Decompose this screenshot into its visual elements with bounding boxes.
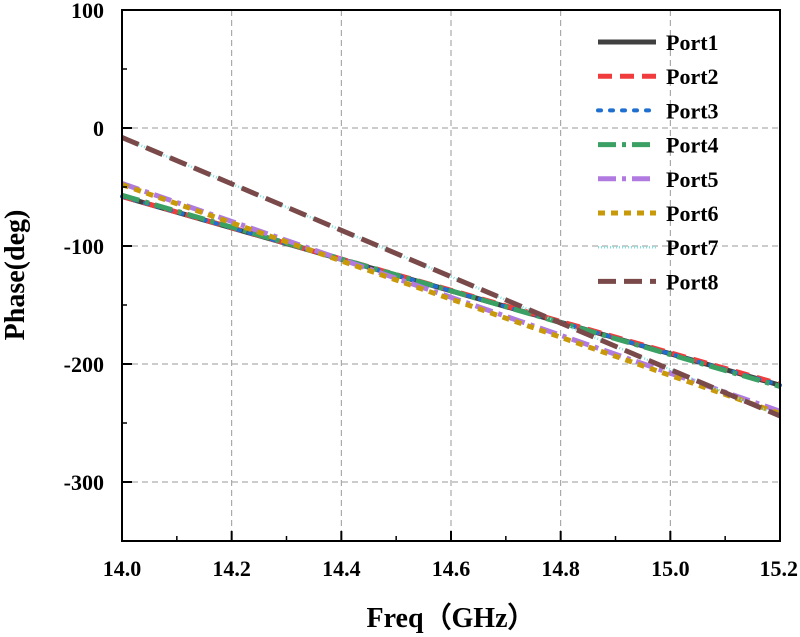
y-axis-label: Phase(deg) <box>0 210 31 341</box>
ticks: 14.0 14.2 14.4 14.6 14.8 15.0 15.2 100 0 -100 -200… <box>64 0 798 581</box>
y-tick-label: 100 <box>71 0 104 23</box>
series-group <box>120 135 782 419</box>
y-tick-label: -100 <box>64 234 104 259</box>
x-tick-label: 14.0 <box>103 556 142 581</box>
x-tick-label: 14.8 <box>541 556 580 581</box>
x-tick-label: 14.4 <box>322 556 361 581</box>
series-line-port4 <box>121 192 781 389</box>
x-tick-label: 14.6 <box>432 556 471 581</box>
legend: Port1 Port2 Port3 Port4 Port5 Port6 Port7 Port8 <box>596 30 719 294</box>
legend-label-port5: Port5 <box>666 167 719 192</box>
series-line-port7 <box>121 136 781 418</box>
legend-label-port8: Port8 <box>666 269 719 294</box>
x-tick-label: 15.2 <box>760 556 799 581</box>
legend-label-port1: Port1 <box>666 30 719 55</box>
x-tick-label: 15.0 <box>651 556 690 581</box>
legend-label-port3: Port3 <box>666 98 719 123</box>
y-tick-label: 0 <box>93 116 104 141</box>
x-axis-label: Freq（GHz） <box>366 601 535 634</box>
legend-label-port7: Port7 <box>666 235 719 260</box>
series-line-port8 <box>121 135 781 419</box>
grid <box>122 10 780 541</box>
legend-label-port4: Port4 <box>666 133 719 158</box>
series-line-port5 <box>121 181 781 414</box>
legend-label-port2: Port2 <box>666 64 719 89</box>
y-tick-label: -300 <box>64 470 104 495</box>
x-tick-label: 14.2 <box>212 556 251 581</box>
y-tick-label: -200 <box>64 352 104 377</box>
legend-label-port6: Port6 <box>666 201 719 226</box>
